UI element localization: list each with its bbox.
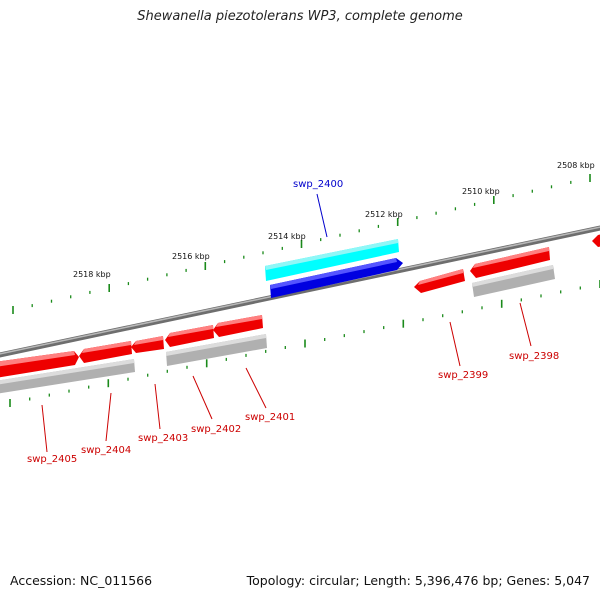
cds-shine [166, 334, 266, 356]
gene-label-swp-2399[interactable]: swp_2399 [438, 370, 488, 381]
ruler-label-2510: 2510 kbp [462, 187, 500, 196]
gene-swp-2400-arrow-shine [270, 258, 397, 289]
leader-swp-2401 [245, 367, 267, 409]
gene-swp-2405-arrow[interactable] [0, 351, 79, 378]
gene-shine [473, 247, 549, 268]
cds-shine [0, 359, 134, 385]
leader-swp-2398 [519, 302, 532, 347]
gene-label-swp-2405[interactable]: swp_2405 [27, 454, 77, 465]
leader-swp-2402 [192, 375, 213, 420]
gene-label-swp-2404[interactable]: swp_2404 [81, 445, 131, 456]
accession-text: Accession: NC_011566 [10, 573, 153, 588]
ruler-label-2508: 2508 kbp [557, 161, 595, 170]
genome-title: Shewanella piezotolerans WP3, complete g… [137, 9, 463, 24]
gene-label-swp-2401[interactable]: swp_2401 [245, 412, 295, 423]
cds-shine [472, 265, 553, 287]
leader-swp-2400 [316, 193, 328, 238]
leader-swp-2399 [449, 321, 461, 367]
ruler-label-2512: 2512 kbp [365, 210, 403, 219]
leader-swp-2404 [105, 392, 112, 442]
ruler-label-2514: 2514 kbp [268, 232, 306, 241]
leader-swp-2403 [154, 383, 161, 430]
leader-swp-2405 [41, 404, 48, 453]
ruler-label-2518: 2518 kbp [73, 270, 111, 279]
gene-shine [82, 341, 131, 353]
ruler-label-2516: 2516 kbp [172, 252, 210, 261]
gene-label-swp-2400[interactable]: swp_2400 [293, 179, 343, 190]
gene-shine [418, 269, 463, 285]
gene-shine [168, 325, 213, 337]
genome-backbone [0, 225, 600, 358]
gene-swp-2400-arrow[interactable] [270, 258, 403, 298]
gene-label-swp-2402[interactable]: swp_2402 [191, 424, 241, 435]
gene-shine [216, 315, 262, 327]
gene-shine [0, 351, 75, 367]
gene-label-swp-2403[interactable]: swp_2403 [138, 433, 188, 444]
gene-swp-2400-highlight-shine [265, 239, 398, 270]
genome-summary-text: Topology: circular; Length: 5,396,476 bp… [246, 573, 590, 588]
tick-marks [9, 174, 600, 407]
gene-edge-arrow[interactable] [592, 232, 600, 247]
gene-label-swp-2398[interactable]: swp_2398 [509, 351, 559, 362]
gene-shine [134, 336, 163, 345]
